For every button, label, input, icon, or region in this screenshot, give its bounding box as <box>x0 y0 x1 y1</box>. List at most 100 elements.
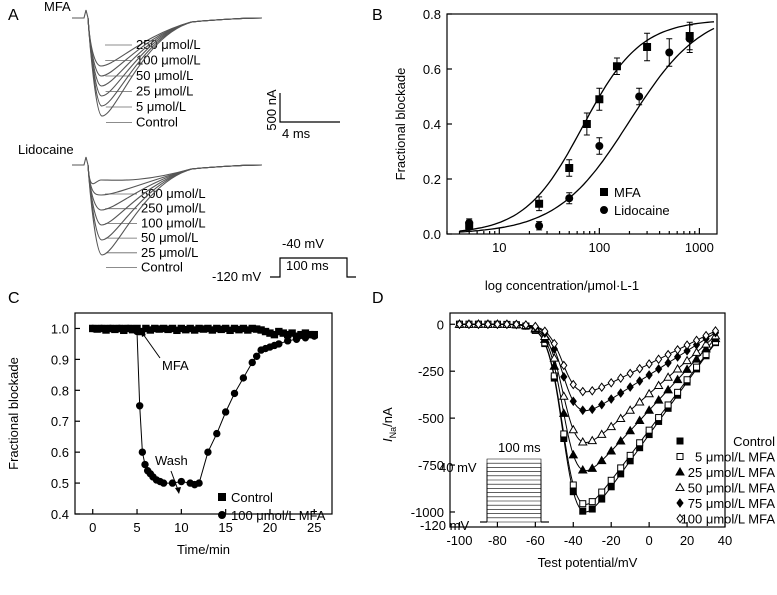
data-point-25-mol-l-mfa <box>644 405 654 414</box>
data-point-50-mol-l-mfa <box>606 421 617 431</box>
data-point-25-mol-l-mfa <box>568 449 579 459</box>
data-point-25-mol-l-mfa <box>558 408 569 417</box>
x-tick-label: -80 <box>488 533 507 548</box>
data-point-50-mol-l-mfa <box>577 437 588 446</box>
data-point-5-mol-l-mfa <box>579 500 587 508</box>
trace-label-5-mol-l: 5 μmol/L <box>136 99 186 114</box>
data-point-75-mol-l-mfa <box>617 388 625 398</box>
trace-label-25-mol-l: 25 μmol/L <box>136 84 193 99</box>
data-point-50-mol-l-mfa <box>596 429 607 438</box>
x-tick-label: 0 <box>89 520 96 535</box>
iv-line-50-mol-l-mfa <box>459 323 718 443</box>
data-point-5-mol-l-mfa <box>655 414 663 422</box>
legend-label-50-mol-l-mfa: 50 μmol/L MFA <box>688 481 776 496</box>
data-point-lidocaine <box>665 48 674 57</box>
data-point-100-mol-l-mfa <box>221 408 230 416</box>
data-point-lidocaine <box>595 142 604 150</box>
data-point-5-mol-l-mfa <box>588 498 596 506</box>
legend-label-control: Control <box>231 490 273 505</box>
trace-label-100-mol-l: 100 μmol/L <box>136 53 201 68</box>
x-tick-label: 20 <box>263 520 277 535</box>
y-tick-label: 0.4 <box>51 507 69 522</box>
data-point-100-mol-l-mfa <box>550 338 558 349</box>
data-point-100-mol-l-mfa <box>683 340 691 350</box>
data-point-100-mol-l-mfa <box>301 334 310 342</box>
data-point-100-mol-l-mfa <box>292 335 301 343</box>
data-point-100-mol-l-mfa <box>455 319 464 330</box>
y-tick-label: 1.0 <box>51 321 69 336</box>
data-point-5-mol-l-mfa <box>626 451 634 459</box>
x-tick-label: -60 <box>526 533 545 548</box>
x-tick-label: 100 <box>588 240 610 255</box>
data-point-100-mol-l-mfa <box>512 319 521 330</box>
data-point-100-mol-l-mfa <box>159 479 168 487</box>
x-axis-label: Test potential/mV <box>538 555 638 570</box>
data-point-100-mol-l-mfa <box>579 386 587 397</box>
legend-marker-control <box>676 437 684 445</box>
data-point-75-mol-l-mfa <box>560 371 568 382</box>
data-point-100-mol-l-mfa <box>617 373 625 383</box>
panel-b-dose-response: 0.0 0.2 0.4 0.6 0.8 10 100 1000 Fractional block… <box>393 7 718 293</box>
data-point-25-mol-l-mfa <box>577 465 588 474</box>
data-point-mfa <box>595 95 604 104</box>
data-point-75-mol-l-mfa <box>683 346 691 356</box>
data-point-100-mol-l-mfa <box>522 320 530 330</box>
data-point-25-mol-l-mfa <box>663 384 673 394</box>
x-tick-label: -100 <box>446 533 472 548</box>
data-point-100-mol-l-mfa <box>607 377 615 388</box>
data-point-25-mol-l-mfa <box>672 374 683 384</box>
data-point-100-mol-l-mfa <box>133 327 141 336</box>
trace-label-control: Control <box>141 260 183 275</box>
panel-d-iv-curve: 0 -250 -500 -750 -1000-100 -80 -60 -40 -20 0 20 40 T… <box>380 312 776 570</box>
data-point-lidocaine <box>685 34 694 43</box>
y-tick-label: -500 <box>418 411 444 426</box>
data-point-5-mol-l-mfa <box>674 388 682 396</box>
y-tick-label: 0.6 <box>423 62 441 77</box>
data-point-50-mol-l-mfa <box>625 405 636 414</box>
data-point-control <box>569 488 577 496</box>
data-point-25-mol-l-mfa <box>682 364 692 373</box>
data-point-control <box>598 495 606 503</box>
data-point-75-mol-l-mfa <box>664 358 672 368</box>
data-point-75-mol-l-mfa <box>673 352 682 362</box>
y-tick-label: -750 <box>418 458 444 473</box>
protocol-step <box>486 500 542 522</box>
protocol-duration-label: 100 ms <box>498 440 541 455</box>
data-point-mfa <box>643 43 652 51</box>
y-label-sub: Na <box>388 427 398 439</box>
legend-marker-5-mol-l-mfa <box>676 453 684 460</box>
data-point-50-mol-l-mfa <box>672 363 683 373</box>
data-point-100-mol-l-mfa <box>230 389 239 398</box>
data-point-50-mol-l-mfa <box>549 353 560 362</box>
data-point-100-mol-l-mfa <box>195 479 203 487</box>
data-point-50-mol-l-mfa <box>653 380 664 389</box>
x-tick-label: 15 <box>218 520 232 535</box>
data-point-5-mol-l-mfa <box>598 488 606 496</box>
data-point-control <box>588 505 596 513</box>
fit-curve-lidocaine <box>459 27 715 233</box>
x-tick-label: 40 <box>718 533 732 548</box>
panel-letter-c: C <box>8 290 20 307</box>
data-point-100-mol-l-mfa <box>531 321 539 332</box>
plot-frame <box>446 13 718 235</box>
lidocaine-label: Lidocaine <box>18 142 74 157</box>
x-tick-label: -20 <box>602 533 621 548</box>
data-point-control <box>617 470 625 478</box>
series-line-100-mol-l-mfa <box>92 328 315 486</box>
y-tick-label: 0.2 <box>423 172 441 187</box>
legend-label-100-mol-l-mfa: 100 μmol/L MFA <box>681 512 776 527</box>
data-point-50-mol-l-mfa <box>558 391 569 400</box>
data-point-100-mol-l-mfa <box>541 326 549 337</box>
x-axis-label: Time/min <box>177 542 230 557</box>
data-point-100-mol-l-mfa <box>177 477 186 486</box>
data-point-100-mol-l-mfa <box>138 448 147 456</box>
data-point-100-mol-l-mfa <box>135 402 144 410</box>
data-point-100-mol-l-mfa <box>213 429 221 438</box>
data-point-25-mol-l-mfa <box>653 395 664 404</box>
legend-marker-100-mol-l-mfa <box>676 513 684 524</box>
legend-marker-100-mol-l-mfa <box>218 511 226 519</box>
data-point-25-mol-l-mfa <box>615 435 626 445</box>
y-axis-label: Fractional blockade <box>6 357 21 470</box>
data-point-100-mol-l-mfa <box>503 319 511 330</box>
